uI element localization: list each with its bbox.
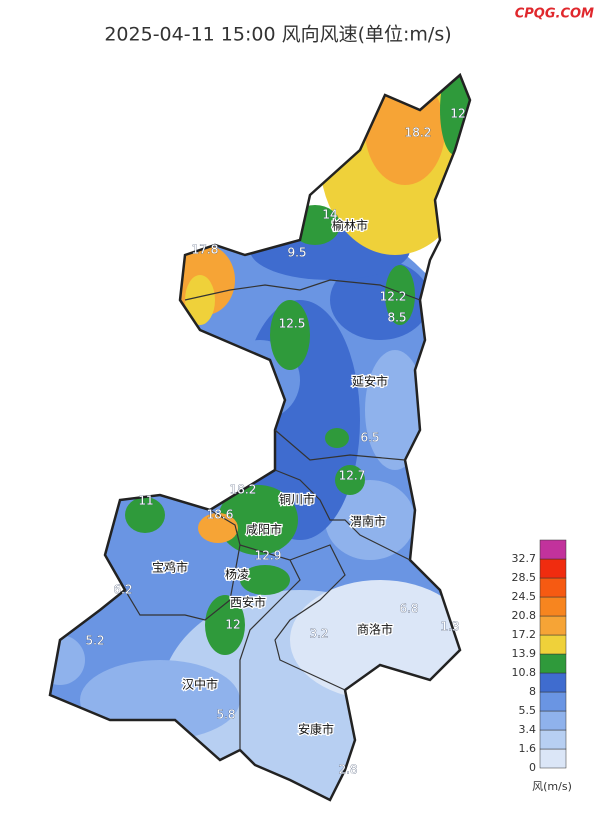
wind-area bbox=[270, 300, 310, 370]
legend-unit: 风(m/s) bbox=[532, 780, 572, 793]
legend-tick: 24.5 bbox=[512, 590, 537, 603]
city-label: 宝鸡市 bbox=[152, 560, 188, 575]
city-label: 咸阳市 bbox=[246, 522, 282, 537]
wind-area bbox=[50, 635, 85, 685]
station-value: 14 bbox=[322, 208, 337, 222]
station-value: 18.2 bbox=[405, 126, 432, 140]
title: 2025-04-11 15:00 风向风速(单位:m/s) bbox=[104, 24, 451, 46]
station-value: 5.2 bbox=[85, 634, 104, 648]
station-value: 1.3 bbox=[440, 620, 459, 634]
wind-area bbox=[385, 265, 415, 325]
legend-swatch bbox=[539, 558, 567, 579]
station-value: 9.5 bbox=[287, 246, 306, 260]
station-value: 12 bbox=[450, 107, 465, 121]
station-value: 6.2 bbox=[113, 583, 132, 597]
legend-tick: 5.5 bbox=[519, 704, 537, 717]
station-value: 12.7 bbox=[339, 469, 366, 483]
city-label: 榆林市 bbox=[332, 218, 368, 233]
legend-swatch bbox=[539, 596, 567, 617]
legend-swatch bbox=[539, 539, 567, 560]
wind-area bbox=[185, 275, 215, 325]
legend-tick: 32.7 bbox=[512, 552, 537, 565]
legend-swatch bbox=[539, 748, 567, 769]
city-label: 铜川市 bbox=[279, 492, 315, 507]
station-value: 2.8 bbox=[338, 763, 357, 777]
station-value: 8.5 bbox=[387, 311, 406, 325]
city-label: 汉中市 bbox=[182, 677, 218, 692]
station-value: 12 bbox=[225, 618, 240, 632]
city-label: 杨凌 bbox=[225, 567, 249, 582]
station-value: 12.5 bbox=[279, 317, 306, 331]
station-value: 11 bbox=[138, 494, 153, 508]
city-label: 安康市 bbox=[298, 722, 334, 737]
city-label: 渭南市 bbox=[350, 514, 386, 529]
station-value: 6.5 bbox=[360, 431, 379, 445]
legend-swatch bbox=[539, 577, 567, 598]
legend-tick: 1.6 bbox=[519, 742, 537, 755]
legend-swatch bbox=[539, 729, 567, 750]
station-value: 12.2 bbox=[380, 290, 407, 304]
legend-swatch bbox=[539, 710, 567, 731]
station-value: 6.8 bbox=[399, 602, 418, 616]
legend-tick: 13.9 bbox=[512, 647, 537, 660]
wind-area bbox=[290, 580, 470, 700]
wind-area bbox=[325, 480, 415, 560]
city-label: 延安市 bbox=[352, 374, 388, 389]
city-label: 西安市 bbox=[230, 595, 266, 610]
station-value: 18.2 bbox=[230, 483, 257, 497]
legend-tick: 3.4 bbox=[519, 723, 537, 736]
legend-swatch bbox=[539, 615, 567, 636]
city-label: 商洛市 bbox=[357, 622, 393, 637]
wind-area bbox=[335, 465, 365, 495]
legend-tick: 28.5 bbox=[512, 571, 537, 584]
wind-area bbox=[205, 595, 245, 655]
station-value: 12.9 bbox=[255, 549, 282, 563]
watermark: CPQG.COM bbox=[515, 7, 594, 22]
legend-swatch bbox=[539, 691, 567, 712]
legend-tick: 8 bbox=[529, 685, 536, 698]
legend-swatch bbox=[539, 653, 567, 674]
wind-area bbox=[240, 565, 290, 595]
station-value: 3.2 bbox=[309, 627, 328, 641]
legend-swatch bbox=[539, 634, 567, 655]
station-value: 17.8 bbox=[192, 243, 219, 257]
wind-area bbox=[125, 497, 165, 533]
station-value: 5.8 bbox=[216, 708, 235, 722]
wind-area bbox=[325, 428, 349, 448]
legend-tick: 17.2 bbox=[512, 628, 537, 641]
station-value: 18.6 bbox=[207, 508, 234, 522]
legend-tick: 0 bbox=[529, 761, 536, 774]
legend-tick: 20.8 bbox=[512, 609, 537, 622]
wind-area bbox=[365, 350, 425, 470]
city-borders bbox=[124, 279, 421, 750]
legend-swatch bbox=[539, 672, 567, 693]
legend-tick: 10.8 bbox=[512, 666, 537, 679]
wind-area bbox=[80, 660, 240, 740]
